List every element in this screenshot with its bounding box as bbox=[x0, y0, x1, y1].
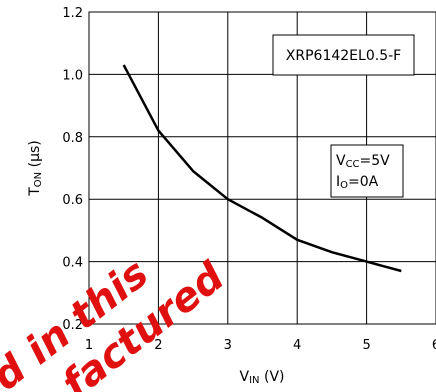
x-tick-label: 1 bbox=[85, 338, 93, 353]
condition-io: IO=0A bbox=[336, 174, 379, 191]
series-group bbox=[122, 64, 402, 273]
part-number-box: XRP6142EL0.5-F bbox=[272, 34, 415, 76]
x-axis-title: VIN (V) bbox=[240, 369, 285, 386]
x-tick-label: 6 bbox=[432, 338, 436, 353]
y-tick-label: 1.2 bbox=[62, 6, 83, 21]
y-tick-labels: 0.2 0.4 0.6 0.8 1.0 1.2 bbox=[62, 6, 83, 333]
y-tick-label: 0.6 bbox=[62, 193, 83, 208]
y-tick-label: 0.4 bbox=[62, 256, 83, 271]
condition-vcc: VCC=5V bbox=[336, 153, 390, 170]
x-tick-label: 3 bbox=[224, 338, 232, 353]
x-tick-labels: 1 2 3 4 5 6 bbox=[85, 338, 436, 353]
y-tick-label: 0.2 bbox=[62, 318, 83, 333]
conditions-box: VCC=5V IO=0A bbox=[330, 144, 404, 198]
series-line bbox=[122, 64, 402, 273]
x-tick-label: 4 bbox=[293, 338, 301, 353]
x-tick-label: 5 bbox=[362, 338, 370, 353]
part-number-label: XRP6142EL0.5-F bbox=[286, 48, 401, 64]
x-tick-label: 2 bbox=[154, 338, 162, 353]
y-axis-title: TON (µs) bbox=[27, 140, 44, 197]
y-tick-label: 1.0 bbox=[62, 68, 83, 83]
y-tick-label: 0.8 bbox=[62, 131, 83, 146]
